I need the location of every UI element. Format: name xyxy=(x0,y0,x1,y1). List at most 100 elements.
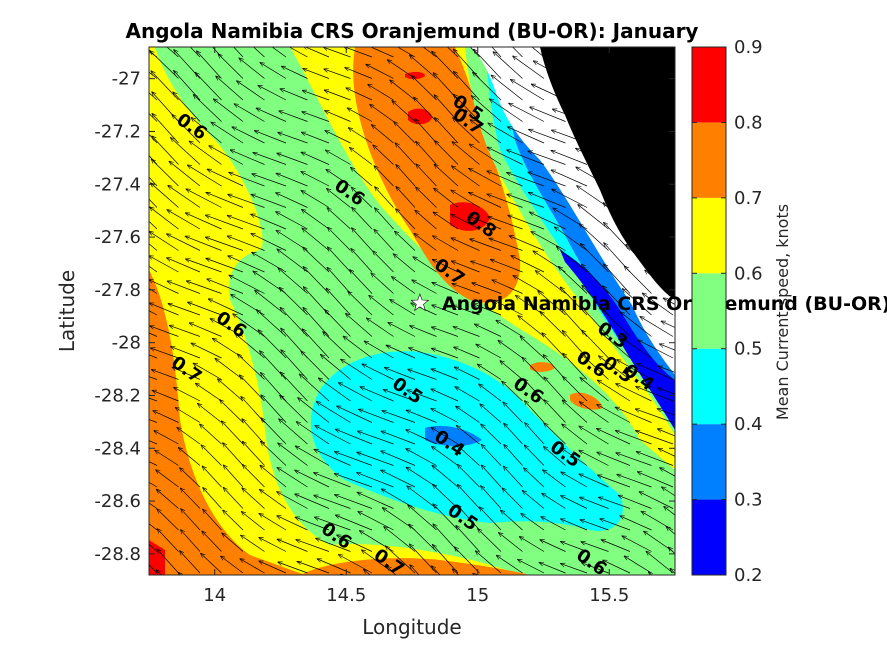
current-arrow xyxy=(502,488,523,509)
current-arrow xyxy=(189,47,201,58)
current-arrow xyxy=(650,84,674,101)
current-arrow xyxy=(316,402,351,423)
current-arrow xyxy=(188,302,222,316)
current-arrow xyxy=(624,266,652,294)
current-arrow xyxy=(618,495,652,509)
current-arrow xyxy=(457,505,480,531)
current-arrow xyxy=(189,141,222,165)
current-arrow xyxy=(149,543,158,552)
current-arrow xyxy=(652,163,674,187)
current-arrow xyxy=(296,540,330,552)
current-arrow xyxy=(303,47,330,58)
current-arrow xyxy=(525,401,545,423)
current-arrow xyxy=(149,303,179,316)
current-arrow xyxy=(432,465,459,488)
current-arrow xyxy=(660,468,675,477)
current-arrow xyxy=(562,400,588,423)
current-arrow xyxy=(169,161,201,187)
current-arrow xyxy=(487,171,523,187)
current-arrow xyxy=(470,120,502,144)
current-arrow xyxy=(277,153,308,165)
current-arrow xyxy=(301,191,330,208)
current-arrow xyxy=(628,203,652,230)
current-arrow xyxy=(241,535,265,552)
current-arrow xyxy=(149,198,158,208)
current-arrow xyxy=(674,186,675,208)
current-arrow xyxy=(149,220,158,230)
current-arrow xyxy=(640,317,674,337)
current-arrow xyxy=(626,244,652,273)
current-arrow xyxy=(406,467,437,488)
current-arrow xyxy=(540,311,566,337)
current-arrow xyxy=(191,118,222,144)
current-arrow xyxy=(314,449,351,466)
current-arrow xyxy=(663,298,675,305)
current-arrow xyxy=(255,131,287,144)
current-arrow xyxy=(381,451,416,466)
current-arrow xyxy=(277,539,308,552)
current-arrow xyxy=(579,474,609,488)
current-arrow xyxy=(301,351,330,380)
current-arrow xyxy=(481,465,502,488)
current-arrow xyxy=(198,404,222,423)
current-arrow xyxy=(218,54,244,79)
current-arrow xyxy=(528,172,566,187)
current-arrow xyxy=(524,379,545,402)
current-arrow xyxy=(452,284,480,294)
current-arrow xyxy=(151,348,179,359)
y-tick-label: -27 xyxy=(112,69,141,90)
current-arrow xyxy=(414,233,437,251)
current-arrow xyxy=(544,377,566,402)
current-arrow xyxy=(602,68,631,79)
current-arrow xyxy=(651,204,674,230)
current-arrow xyxy=(507,194,545,208)
current-arrow xyxy=(579,402,609,423)
current-arrow xyxy=(601,309,631,337)
current-arrow xyxy=(303,69,330,79)
current-arrow xyxy=(662,487,675,497)
current-arrow xyxy=(501,510,523,531)
current-arrow xyxy=(233,47,244,58)
current-arrow xyxy=(651,123,674,144)
current-arrow xyxy=(390,300,416,316)
current-arrow xyxy=(672,207,675,229)
current-arrow xyxy=(451,214,480,230)
current-arrow xyxy=(180,551,201,574)
current-arrow xyxy=(149,354,158,359)
current-arrow xyxy=(328,227,351,251)
current-arrow xyxy=(223,487,244,509)
current-arrow xyxy=(341,359,373,380)
colorbar-tick-label: 0.7 xyxy=(734,188,763,209)
current-arrow xyxy=(453,327,480,337)
current-arrow xyxy=(149,280,179,294)
current-arrow xyxy=(362,364,394,380)
current-arrow xyxy=(627,144,652,165)
current-arrow xyxy=(580,378,609,402)
current-arrow xyxy=(251,194,287,208)
colorbar-segment xyxy=(692,424,726,500)
current-arrow xyxy=(241,512,265,531)
current-arrow xyxy=(344,47,373,58)
current-arrow xyxy=(563,377,588,402)
current-arrow xyxy=(149,461,158,466)
current-arrow xyxy=(364,570,371,575)
current-arrow xyxy=(295,494,330,509)
current-arrow xyxy=(167,210,201,230)
current-arrow xyxy=(489,238,523,251)
current-arrow xyxy=(172,367,201,380)
current-arrow xyxy=(149,502,158,509)
current-arrow xyxy=(325,131,351,144)
current-arrow xyxy=(348,291,373,316)
current-arrow xyxy=(649,226,674,251)
current-arrow xyxy=(646,551,674,574)
current-arrow xyxy=(628,183,652,208)
current-arrow xyxy=(206,258,244,273)
current-arrow xyxy=(328,247,351,273)
current-arrow xyxy=(395,143,416,165)
current-arrow xyxy=(474,49,502,79)
current-arrow xyxy=(576,109,609,122)
current-arrow xyxy=(258,85,287,101)
current-arrow xyxy=(668,547,675,555)
current-arrow xyxy=(416,164,437,187)
current-arrow xyxy=(351,249,373,273)
